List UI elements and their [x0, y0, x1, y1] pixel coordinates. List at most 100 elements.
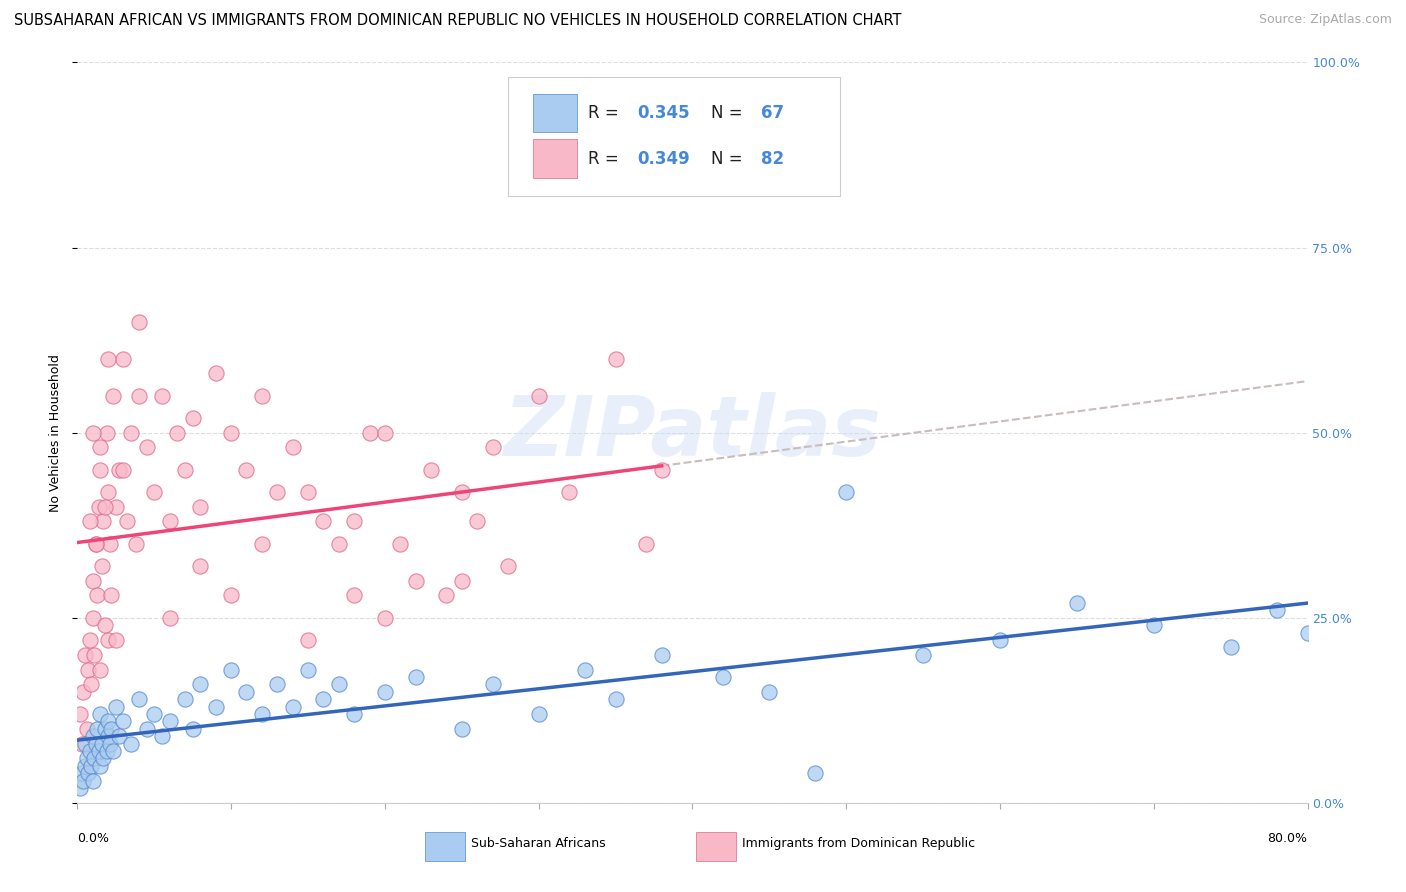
- Point: [343, 589, 366, 603]
- Point: [112, 351, 135, 366]
- Point: [94, 722, 117, 736]
- Point: [651, 462, 673, 476]
- Text: 80.0%: 80.0%: [1268, 832, 1308, 846]
- Point: [73, 758, 96, 772]
- Point: [328, 677, 350, 691]
- Text: 82: 82: [762, 150, 785, 168]
- Point: [343, 706, 366, 721]
- Point: [912, 648, 935, 662]
- Point: [76, 751, 98, 765]
- Point: [1296, 625, 1319, 640]
- Point: [82, 610, 104, 624]
- Point: [405, 574, 427, 588]
- Point: [250, 706, 273, 721]
- Point: [405, 670, 427, 684]
- Text: 0.0%: 0.0%: [77, 832, 110, 846]
- Point: [80, 677, 103, 691]
- Point: [83, 751, 105, 765]
- Point: [73, 737, 96, 751]
- Text: 0.349: 0.349: [637, 150, 690, 168]
- Point: [496, 558, 519, 573]
- FancyBboxPatch shape: [533, 94, 576, 132]
- Text: Sub-Saharan Africans: Sub-Saharan Africans: [471, 837, 606, 850]
- Text: N =: N =: [711, 103, 748, 122]
- Point: [70, 737, 93, 751]
- Point: [450, 484, 472, 499]
- Point: [266, 677, 288, 691]
- Text: SUBSAHARAN AFRICAN VS IMMIGRANTS FROM DOMINICAN REPUBLIC NO VEHICLES IN HOUSEHOL: SUBSAHARAN AFRICAN VS IMMIGRANTS FROM DO…: [14, 13, 901, 29]
- Point: [159, 610, 181, 624]
- Point: [219, 589, 242, 603]
- Point: [605, 692, 627, 706]
- Y-axis label: No Vehicles in Household: No Vehicles in Household: [49, 354, 62, 511]
- Point: [120, 737, 142, 751]
- Point: [115, 515, 138, 529]
- Point: [86, 722, 108, 736]
- Point: [143, 706, 166, 721]
- Text: 0.345: 0.345: [637, 103, 690, 122]
- Point: [235, 462, 257, 476]
- Point: [804, 766, 827, 780]
- Point: [450, 722, 472, 736]
- Point: [574, 663, 596, 677]
- Point: [90, 737, 114, 751]
- Point: [128, 314, 150, 328]
- Point: [84, 737, 107, 751]
- Point: [359, 425, 381, 440]
- Point: [104, 500, 127, 514]
- Point: [97, 729, 120, 743]
- Point: [108, 462, 131, 476]
- Point: [1265, 603, 1288, 617]
- Point: [465, 515, 488, 529]
- Point: [188, 500, 212, 514]
- Point: [250, 388, 273, 402]
- Point: [84, 536, 107, 550]
- Point: [389, 536, 412, 550]
- Point: [97, 351, 120, 366]
- Point: [988, 632, 1011, 647]
- Point: [636, 536, 658, 550]
- Point: [89, 441, 111, 455]
- Point: [73, 648, 96, 662]
- Point: [297, 632, 319, 647]
- Point: [436, 589, 458, 603]
- Point: [104, 699, 127, 714]
- Point: [79, 632, 101, 647]
- Point: [758, 685, 780, 699]
- Point: [98, 737, 121, 751]
- Point: [312, 692, 335, 706]
- Point: [188, 558, 212, 573]
- Text: ZIPatlas: ZIPatlas: [503, 392, 882, 473]
- Text: Immigrants from Dominican Republic: Immigrants from Dominican Republic: [742, 837, 974, 850]
- Point: [77, 766, 100, 780]
- Point: [558, 484, 581, 499]
- Point: [87, 500, 110, 514]
- Point: [174, 692, 197, 706]
- Point: [1219, 640, 1241, 655]
- FancyBboxPatch shape: [533, 139, 576, 178]
- Text: N =: N =: [711, 150, 748, 168]
- Point: [281, 699, 304, 714]
- Point: [135, 722, 157, 736]
- Point: [835, 484, 858, 499]
- Point: [166, 425, 188, 440]
- Point: [108, 729, 131, 743]
- Point: [93, 515, 115, 529]
- Point: [481, 677, 503, 691]
- Point: [374, 610, 396, 624]
- Point: [125, 536, 148, 550]
- FancyBboxPatch shape: [696, 832, 735, 862]
- Point: [281, 441, 304, 455]
- Point: [82, 574, 104, 588]
- Point: [181, 410, 204, 425]
- Point: [374, 425, 396, 440]
- Point: [651, 648, 673, 662]
- Point: [89, 758, 111, 772]
- Text: R =: R =: [588, 150, 624, 168]
- Point: [159, 515, 181, 529]
- Text: 67: 67: [762, 103, 785, 122]
- Point: [219, 663, 242, 677]
- Point: [527, 388, 550, 402]
- Point: [94, 618, 117, 632]
- Point: [112, 714, 135, 729]
